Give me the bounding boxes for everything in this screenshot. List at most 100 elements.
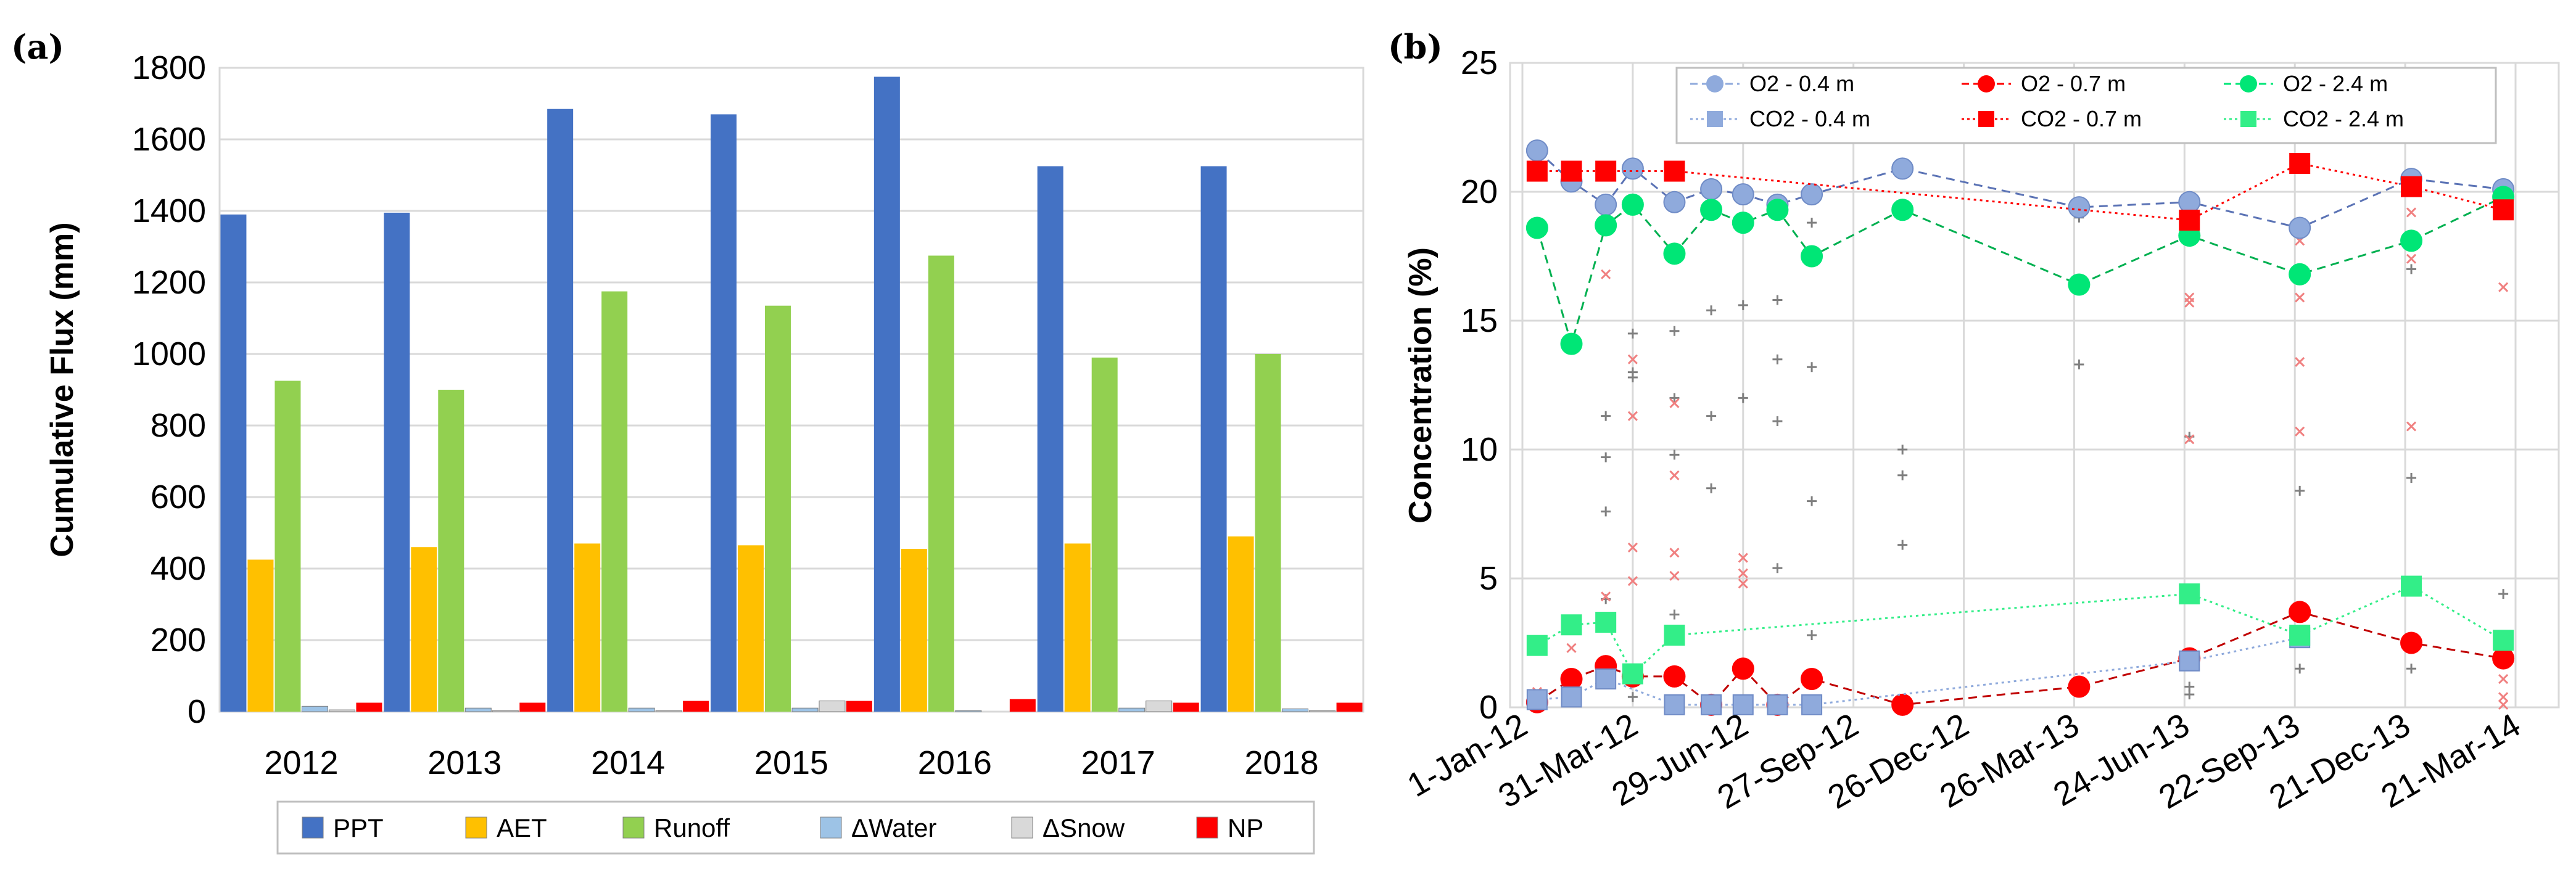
scatter-x-mark: [1627, 542, 1638, 553]
scatter-x-mark: [1669, 470, 1680, 480]
panel-a: (a) 0 200 400 600 800 1000 1200 1400 1600 1800 20…: [11, 27, 1364, 855]
x-tick-label-a: 2012: [264, 744, 338, 781]
scatter-x-mark: [1738, 568, 1748, 578]
point-O2 - 2.4 m: [2400, 229, 2423, 252]
bar-AET: [1228, 536, 1254, 712]
point-O2 - 2.4 m: [1525, 216, 1548, 239]
legend-swatch-a: [1196, 816, 1218, 839]
scatter-x-mark: [1627, 354, 1638, 364]
x-tick-label-a: 2014: [591, 744, 665, 781]
point-CO2 - 0.7 m: [1561, 160, 1582, 182]
scatter-plus-mark: [1669, 609, 1680, 620]
y-tick-label-a: 600: [151, 479, 206, 516]
panel-b: (b) 0 5 10 15 20 25 1-Jan-1231-Mar-1229-Jun-1…: [1388, 27, 2560, 816]
legend-b-entries: O2 - 0.4 m O2 - 0.7 m O2 - 2.4 m CO2 - 0.4 …: [1690, 71, 2404, 131]
legend-swatch-a: [622, 816, 645, 839]
scatter-plus-mark: [1807, 496, 1817, 506]
scatter-plus-mark: [1738, 300, 1748, 310]
point-O2 - 0.4 m: [1595, 193, 1617, 216]
gridlines-a: [220, 67, 1363, 713]
legend-label-b: O2 - 0.7 m: [2021, 71, 2126, 96]
scatter-plus-mark: [1601, 506, 1611, 517]
scatter-plus-mark: [1738, 393, 1748, 403]
point-CO2 - 2.4 m: [2493, 630, 2514, 651]
scatter-plus-mark: [2295, 664, 2305, 674]
point-O2 - 0.4 m: [1621, 157, 1644, 180]
legend-marker-b: [1706, 75, 1724, 93]
bar-Runoff: [275, 380, 301, 712]
y-tick-label-a: 0: [188, 693, 206, 730]
scatter-x-mark: [2498, 673, 2509, 685]
point-O2 - 2.4 m: [2289, 263, 2311, 286]
y-axis-title-a: Cumulative Flux (mm): [44, 222, 80, 557]
scatter-plus-mark: [1669, 393, 1680, 403]
scatter-x-mark: [2184, 297, 2195, 308]
bar-Runoff: [928, 255, 954, 712]
point-O2 - 0.4 m: [1891, 157, 1914, 180]
legend-label-b: O2 - 2.4 m: [2283, 71, 2388, 96]
point-CO2 - 0.4 m: [1732, 694, 1754, 715]
scatter-x-mark: [2498, 699, 2509, 710]
bar-NP: [683, 701, 709, 712]
scatter-plus-mark: [1772, 563, 1783, 574]
scatter-plus-mark: [1897, 540, 1908, 550]
panel-b-label: (b): [1388, 27, 1443, 67]
legend-label-a: AET: [497, 813, 547, 842]
scatter-x-mark: [2184, 434, 2195, 445]
point-CO2 - 0.7 m: [2493, 199, 2514, 221]
bar-ΔWater: [955, 710, 982, 712]
plot-area-a: [218, 67, 1364, 713]
scatter-x-mark: [2498, 282, 2509, 292]
scatter-plus-mark: [1897, 470, 1908, 480]
legend-marker-b: [2240, 111, 2256, 127]
y-tick-label-a: 1400: [132, 192, 206, 229]
legend-label-a: PPT: [333, 813, 384, 842]
scatter-x-mark: [2406, 421, 2417, 432]
point-CO2 - 0.7 m: [1595, 160, 1617, 182]
bar-ΔWater: [628, 707, 655, 712]
scatter-plus-mark: [2406, 264, 2417, 274]
scatter-x-mark: [1566, 643, 1577, 653]
panel-a-label: (a): [11, 27, 64, 67]
scatter-x-mark: [1627, 576, 1638, 586]
point-CO2 - 2.4 m: [2401, 575, 2422, 597]
point-O2 - 0.4 m: [1801, 183, 1823, 206]
scatter-plus-mark: [1669, 326, 1680, 336]
bar-PPT: [384, 212, 410, 712]
point-CO2 - 0.7 m: [1526, 160, 1548, 182]
y-tick-label-a: 1000: [132, 335, 206, 372]
y-tick-labels-b: 0 5 10 15 20 25: [1461, 44, 1498, 726]
legend-marker-b: [1707, 111, 1723, 127]
y-tick-label-a: 1200: [132, 264, 206, 301]
bar-ΔWater: [464, 707, 492, 712]
x-tick-label-a: 2013: [427, 744, 502, 781]
y-tick-label-b: 10: [1461, 431, 1498, 468]
scatter-plus-mark: [1706, 305, 1717, 316]
legend-a-entries: PPT AET Runoff ΔWater ΔSnow NP: [302, 813, 1263, 842]
scatter-plus-mark: [1627, 328, 1638, 339]
point-O2 - 2.4 m: [2068, 273, 2091, 296]
bar-AET: [574, 543, 601, 712]
legend-label-a: ΔWater: [851, 813, 937, 842]
legend-label-b: O2 - 0.4 m: [1749, 71, 1854, 96]
scatter-plus-mark: [2406, 472, 2417, 483]
legend-label-a: ΔSnow: [1042, 813, 1125, 842]
x-tick-labels-b: 1-Jan-1231-Mar-1229-Jun-1227-Sep-1226-De…: [1401, 706, 2527, 816]
x-tick-label-a: 2015: [754, 744, 828, 781]
point-CO2 - 0.4 m: [1767, 694, 1788, 715]
y-tick-label-b: 20: [1461, 173, 1498, 210]
scatter-x-mark: [1601, 591, 1611, 602]
point-CO2 - 0.4 m: [1701, 694, 1722, 715]
point-CO2 - 2.4 m: [1526, 635, 1548, 656]
bar-ΔSnow: [492, 710, 519, 712]
scatter-plus-mark: [1807, 630, 1817, 640]
point-CO2 - 0.7 m: [2289, 153, 2311, 175]
bar-ΔWater: [1282, 708, 1309, 712]
bar-Runoff: [1091, 357, 1118, 712]
point-O2 - 0.4 m: [1525, 139, 1548, 162]
point-CO2 - 2.4 m: [2179, 583, 2200, 605]
point-O2 - 2.4 m: [1891, 199, 1914, 221]
y-tick-label-a: 200: [151, 622, 206, 659]
legend-swatch-a: [302, 816, 324, 839]
